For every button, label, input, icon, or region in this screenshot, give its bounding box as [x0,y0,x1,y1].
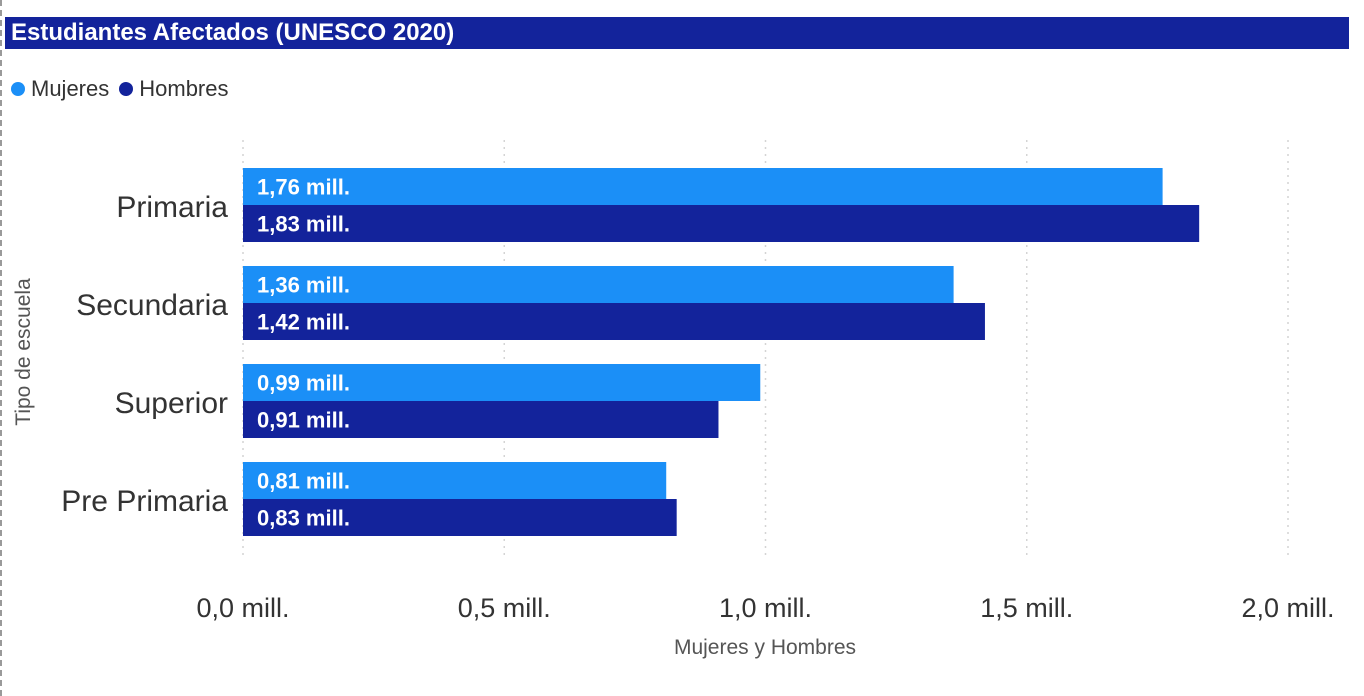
x-tick-label-4: 2,0 mill. [1241,593,1334,623]
category-label-1: Secundaria [76,289,228,322]
visual-frame-border [0,0,4,696]
chart-title: Estudiantes Afectados (UNESCO 2020) [5,17,1349,49]
category-label-2: Superior [115,387,228,420]
legend-item-mujeres[interactable]: Mujeres [11,76,109,102]
bar-mujeres-0 [243,168,1163,205]
bar-hombres-1 [243,303,985,340]
data-label-hombres-2: 0,91 mill. [257,408,350,433]
data-label-mujeres-1: 1,36 mill. [257,273,350,298]
bar-hombres-2 [243,401,719,438]
x-tick-label-2: 1,0 mill. [719,593,812,623]
legend-item-hombres[interactable]: Hombres [119,76,229,102]
y-axis-title: Tipo de escuela [12,278,35,426]
legend-dot-mujeres-icon [11,82,25,96]
data-label-hombres-1: 1,42 mill. [257,310,350,335]
data-label-mujeres-3: 0,81 mill. [257,469,350,494]
legend-label-hombres: Hombres [139,76,229,101]
legend: Mujeres Hombres [11,74,239,104]
data-label-mujeres-2: 0,99 mill. [257,371,350,396]
bar-mujeres-2 [243,364,761,401]
bar-hombres-3 [243,499,677,536]
category-label-0: Primaria [116,191,228,224]
legend-label-mujeres: Mujeres [31,76,110,101]
bar-mujeres-3 [243,462,667,499]
bar-mujeres-1 [243,266,954,303]
x-axis-title: Mujeres y Hombres [674,636,856,659]
data-label-hombres-0: 1,83 mill. [257,212,350,237]
x-tick-label-3: 1,5 mill. [980,593,1073,623]
x-tick-label-0: 0,0 mill. [196,593,289,623]
data-label-hombres-3: 0,83 mill. [257,506,350,531]
category-label-3: Pre Primaria [61,485,228,518]
legend-dot-hombres-icon [119,82,134,96]
data-label-mujeres-0: 1,76 mill. [257,175,350,200]
x-tick-label-1: 0,5 mill. [458,593,551,623]
bar-hombres-0 [243,205,1200,242]
